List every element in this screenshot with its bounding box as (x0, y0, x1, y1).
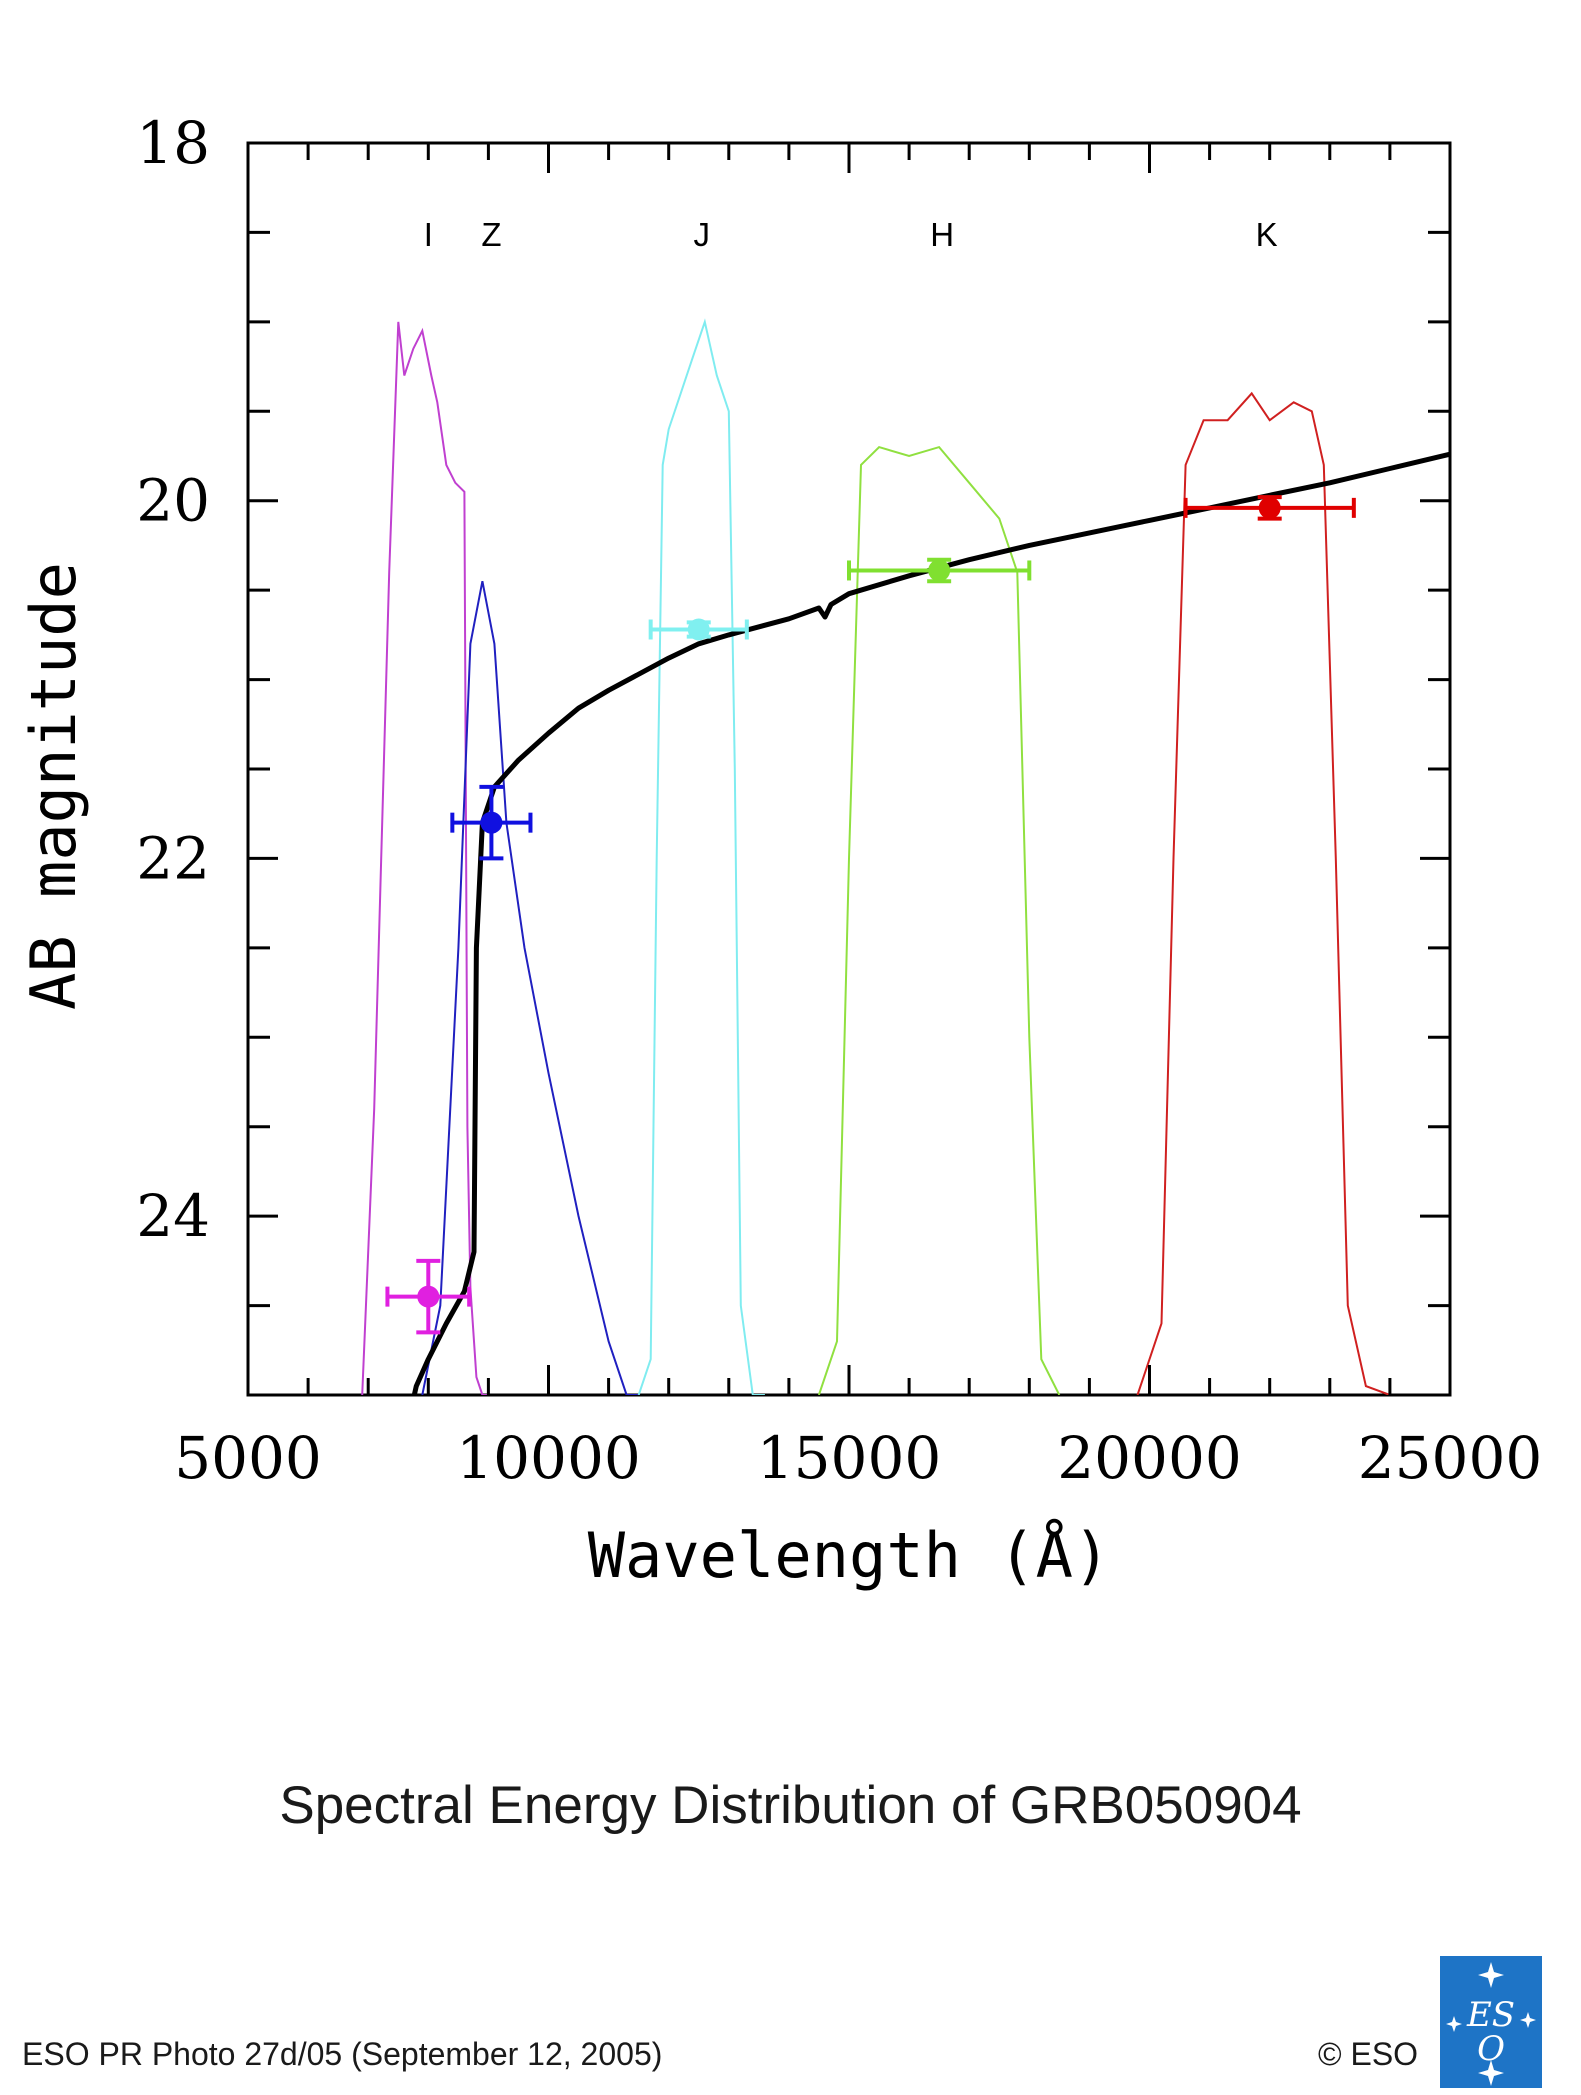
y-tick-label: 22 (136, 824, 210, 892)
eso-logo-lettering-o: O (1477, 2029, 1505, 2069)
y-axis-label: AB magnitude (17, 562, 90, 1010)
figure-caption: Spectral Energy Distribution of GRB05090… (279, 1776, 1302, 1835)
eso-logo-stars-icon (1446, 1962, 1536, 2086)
photometry-points (385, 495, 1356, 1335)
x-tick-label: 20000 (1057, 1424, 1242, 1492)
photo-credit: ESO PR Photo 27d/05 (September 12, 2005) (22, 2036, 663, 2072)
x-axis-label: Wavelength (Å) (588, 1519, 1111, 1592)
band-label-k: K (1256, 216, 1278, 253)
eso-logo-lettering: ES (1466, 1995, 1515, 2035)
model-curve (411, 451, 1450, 1395)
filter-curve-k (1136, 391, 1391, 1395)
x-tick-label: 25000 (1358, 1424, 1543, 1492)
filter-curve-h (817, 445, 1061, 1395)
band-label-j: J (694, 216, 711, 253)
y-tick-label: 18 (136, 109, 210, 177)
data-point-j (648, 618, 749, 641)
data-point-i (385, 1258, 472, 1335)
x-tick-label: 15000 (757, 1424, 942, 1492)
y-tick-label: 20 (136, 467, 210, 535)
y-tick-label: 24 (136, 1182, 210, 1250)
data-point-k (1183, 495, 1356, 521)
band-label-z: Z (481, 216, 501, 253)
filter-curves (361, 318, 1391, 1395)
band-label-h: H (930, 216, 954, 253)
data-point-z (450, 784, 533, 861)
model-curve-group (411, 451, 1450, 1395)
x-tick-label: 10000 (456, 1424, 641, 1492)
band-label-i: I (424, 216, 433, 253)
plot-frame (246, 141, 1452, 1397)
sed-chart: 5000 10000 15000 20000 25000 18 20 22 24 I Z J H K W… (17, 109, 1542, 1592)
filter-curve-z (421, 581, 639, 1395)
data-point-h (847, 557, 1032, 584)
eso-logo: ES O (1440, 1956, 1542, 2088)
filter-curve-j (637, 318, 765, 1395)
copyright-notice: © ESO (1318, 2036, 1419, 2072)
filter-curve-i (361, 321, 489, 1395)
axis-ticks: 5000 10000 15000 20000 25000 18 20 22 24 (136, 109, 1542, 1492)
x-tick-label: 5000 (174, 1424, 322, 1492)
